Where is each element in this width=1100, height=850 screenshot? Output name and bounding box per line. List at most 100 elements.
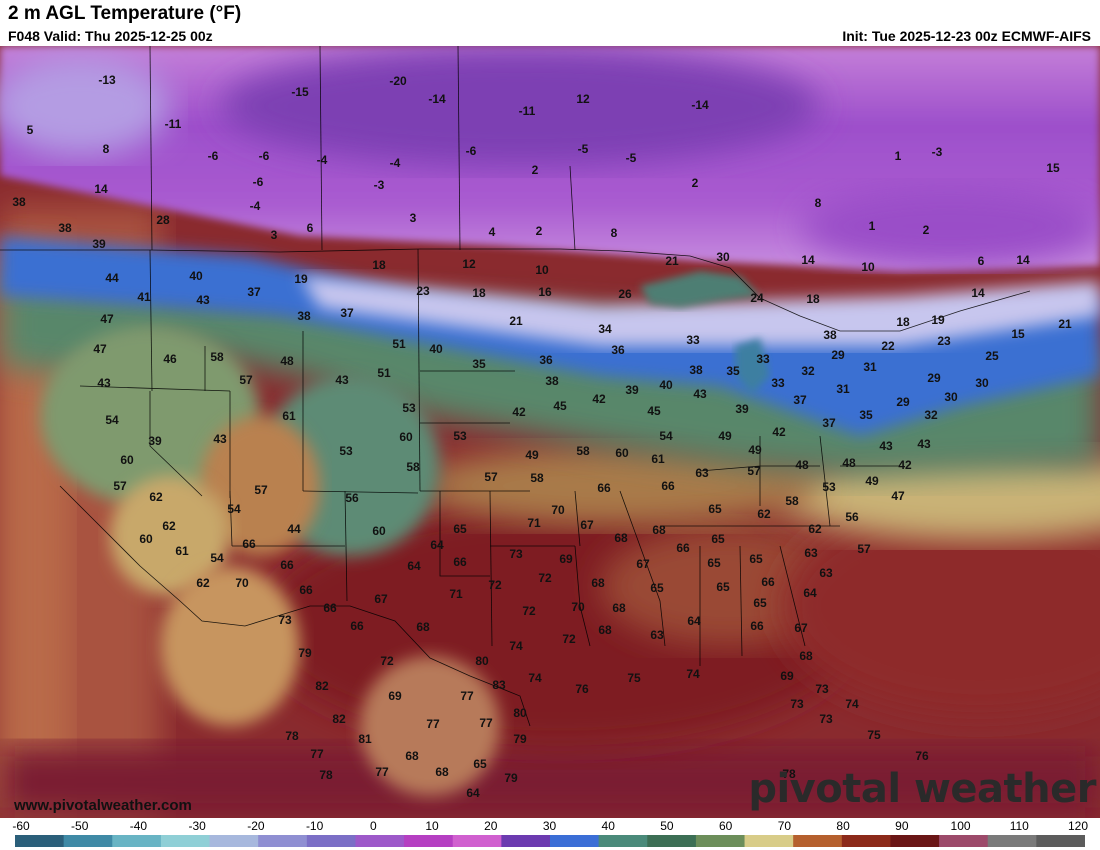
temperature-value: 18 bbox=[896, 315, 910, 329]
temperature-value: 77 bbox=[375, 765, 389, 779]
colorbar-tick: 20 bbox=[484, 819, 498, 833]
temperature-value: 51 bbox=[377, 366, 391, 380]
temperature-value: 23 bbox=[937, 334, 951, 348]
temperature-value: 45 bbox=[647, 404, 661, 418]
temperature-value: 60 bbox=[120, 453, 134, 467]
colorbar-tick: 120 bbox=[1067, 819, 1089, 833]
temperature-value: 78 bbox=[285, 729, 299, 743]
temperature-value: 66 bbox=[280, 558, 294, 572]
temperature-value: 77 bbox=[460, 689, 474, 703]
temperature-value: 79 bbox=[298, 646, 312, 660]
temperature-value: 65 bbox=[453, 522, 467, 536]
colorbar-tick: 10 bbox=[425, 819, 439, 833]
temperature-value: 70 bbox=[235, 576, 249, 590]
temperature-value: 24 bbox=[750, 291, 764, 305]
temperature-value: 60 bbox=[139, 532, 153, 546]
temperature-value: 43 bbox=[196, 293, 210, 307]
temperature-value: -20 bbox=[389, 74, 407, 88]
temperature-value: 66 bbox=[350, 619, 364, 633]
temperature-value: 54 bbox=[105, 413, 119, 427]
temperature-value: 79 bbox=[504, 771, 518, 785]
temperature-value: 33 bbox=[771, 376, 785, 390]
temperature-value: 68 bbox=[416, 620, 430, 634]
temperature-value: 65 bbox=[650, 581, 664, 595]
temperature-value: 12 bbox=[462, 257, 476, 271]
temperature-value: -3 bbox=[932, 145, 943, 159]
temperature-value: -13 bbox=[98, 73, 116, 87]
temperature-value: -6 bbox=[208, 149, 219, 163]
temperature-value: 38 bbox=[545, 374, 559, 388]
temperature-value: 43 bbox=[917, 437, 931, 451]
colorbar-tick: -20 bbox=[247, 819, 265, 833]
temperature-value: 32 bbox=[801, 364, 815, 378]
colorbar-tick: 80 bbox=[836, 819, 850, 833]
temperature-value: 10 bbox=[861, 260, 875, 274]
temperature-value: 41 bbox=[137, 290, 151, 304]
temperature-value: 57 bbox=[239, 373, 253, 387]
temperature-value: 22 bbox=[881, 339, 895, 353]
temperature-value: 66 bbox=[750, 619, 764, 633]
colorbar-swatch bbox=[306, 835, 356, 847]
colorbar-tick: 70 bbox=[777, 819, 792, 833]
temperature-value: 67 bbox=[636, 557, 650, 571]
temperature-value: 53 bbox=[402, 401, 416, 415]
temperature-value: 58 bbox=[530, 471, 544, 485]
valid-time: F048 Valid: Thu 2025-12-25 00z bbox=[8, 28, 213, 44]
temperature-field bbox=[0, 46, 1100, 818]
temperature-value: 2 bbox=[923, 223, 930, 237]
temperature-value: -14 bbox=[691, 98, 709, 112]
temperature-value: 30 bbox=[975, 376, 989, 390]
colorbar-swatch bbox=[501, 835, 551, 847]
temperature-value: 30 bbox=[716, 250, 730, 264]
temperature-value: 69 bbox=[388, 689, 402, 703]
temperature-value: 82 bbox=[315, 679, 329, 693]
temperature-value: 67 bbox=[794, 621, 808, 635]
temperature-value: -4 bbox=[250, 199, 261, 213]
temperature-value: 21 bbox=[665, 254, 679, 268]
temperature-value: 14 bbox=[94, 182, 108, 196]
colorbar-strip bbox=[15, 835, 1085, 847]
pivotal-weather-logo: pivotal weather bbox=[748, 766, 1096, 812]
temperature-value: 3 bbox=[410, 211, 417, 225]
temperature-value: 47 bbox=[100, 312, 114, 326]
temperature-value: 42 bbox=[512, 405, 526, 419]
colorbar-swatch bbox=[209, 835, 259, 847]
temperature-value: 43 bbox=[213, 432, 227, 446]
colorbar-tick: 60 bbox=[718, 819, 733, 833]
temperature-value: 74 bbox=[509, 639, 523, 653]
temperature-value: 44 bbox=[287, 522, 301, 536]
temperature-value: 61 bbox=[282, 409, 296, 423]
temperature-value: 79 bbox=[513, 732, 527, 746]
temperature-value: 14 bbox=[971, 286, 985, 300]
temperature-value: 64 bbox=[466, 786, 480, 800]
temperature-value: 72 bbox=[562, 632, 576, 646]
colorbar-swatch bbox=[452, 835, 502, 847]
temperature-value: 38 bbox=[689, 363, 703, 377]
temperature-value: 63 bbox=[650, 628, 664, 642]
temperature-value: 73 bbox=[819, 712, 833, 726]
temperature-value: 68 bbox=[405, 749, 419, 763]
temperature-value: 8 bbox=[611, 226, 618, 240]
website-credit[interactable]: www.pivotalweather.com bbox=[14, 797, 192, 814]
temperature-value: -6 bbox=[259, 149, 270, 163]
temperature-value: 49 bbox=[718, 429, 732, 443]
temperature-value: 72 bbox=[522, 604, 536, 618]
temperature-value: 33 bbox=[756, 352, 770, 366]
temperature-value: 45 bbox=[553, 399, 567, 413]
temperature-value: 61 bbox=[175, 544, 189, 558]
temperature-value: 82 bbox=[332, 712, 346, 726]
temperature-value: 69 bbox=[780, 669, 794, 683]
temperature-value: 66 bbox=[242, 537, 256, 551]
temperature-value: 75 bbox=[627, 671, 641, 685]
temperature-value: 42 bbox=[898, 458, 912, 472]
colorbar-swatch bbox=[939, 835, 989, 847]
temperature-value: 75 bbox=[867, 728, 881, 742]
temperature-value: -4 bbox=[390, 156, 401, 170]
temperature-map[interactable]: -13 -15 -20 -14 12 -14 5 -11 -11 8 -6 -6 -4 -4 -6 -5 -5 1… bbox=[0, 46, 1100, 818]
temperature-value: 62 bbox=[162, 519, 176, 533]
map-title: 2 m AGL Temperature (°F) bbox=[8, 3, 242, 24]
temperature-value: 53 bbox=[822, 480, 836, 494]
temperature-value: 12 bbox=[576, 92, 590, 106]
temperature-value: 67 bbox=[374, 592, 388, 606]
temperature-value: 78 bbox=[319, 768, 333, 782]
